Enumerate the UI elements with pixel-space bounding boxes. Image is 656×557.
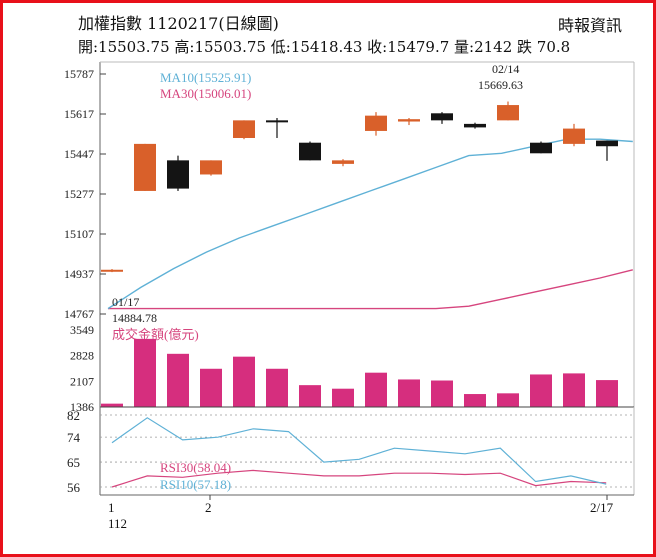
volume-bar	[266, 368, 288, 407]
data-source: 時報資訊	[557, 16, 622, 35]
ma10-legend: MA10(15525.91)	[160, 70, 251, 85]
x-tick-year: 112	[108, 516, 127, 531]
candle-body	[563, 128, 585, 144]
x-tick-1: 1	[108, 500, 115, 515]
candle-body	[596, 140, 618, 147]
rsi10-line	[111, 417, 607, 485]
candle-body	[398, 119, 420, 122]
volume-title: 成交金額(億元)	[112, 327, 199, 342]
high-annotation-value: 15669.63	[478, 78, 523, 92]
rsi-tick-labels: 82 74 65 56	[67, 408, 81, 495]
ohlc-summary: 開:15503.75 高:15503.75 低:15418.43 收:15479…	[78, 38, 571, 56]
x-tick-last: 2/17	[590, 500, 614, 515]
rsi10-legend: RSI10(57.18)	[160, 477, 231, 492]
volume-bar	[200, 368, 222, 407]
rsi-tick-label: 65	[67, 455, 80, 470]
price-tick-label: 14937	[64, 267, 94, 281]
candle-body	[167, 160, 189, 189]
volume-bar	[596, 380, 618, 407]
ma30-legend: MA30(15006.01)	[160, 86, 251, 101]
rsi30-line	[111, 469, 607, 488]
volume-bar	[134, 338, 156, 407]
rsi-tick-label: 82	[67, 408, 80, 423]
candle-body	[134, 143, 156, 191]
candle-body	[497, 105, 519, 121]
volume-bar	[233, 356, 255, 407]
price-tick-label: 15107	[64, 227, 94, 241]
candle-body	[299, 142, 321, 161]
volume-tick-label: 3549	[70, 323, 94, 337]
volume-tick-label: 2107	[70, 374, 94, 388]
volume-bar	[365, 372, 387, 407]
rsi30-legend: RSI30(58.04)	[160, 460, 231, 475]
volume-bar	[332, 388, 354, 407]
candle-body	[266, 120, 288, 123]
x-tick-2: 2	[205, 500, 212, 515]
candlesticks	[101, 101, 618, 273]
low-annotation-date: 01/17	[112, 295, 139, 309]
volume-bar	[299, 385, 321, 407]
candle-body	[233, 120, 255, 138]
ma30-line	[108, 269, 633, 310]
candle-body	[200, 160, 222, 175]
volume-bar	[530, 374, 552, 407]
price-tick-label: 14767	[64, 307, 94, 321]
candle-body	[530, 142, 552, 154]
candle-body	[464, 123, 486, 128]
volume-tick-label: 1386	[70, 400, 94, 414]
high-annotation-date: 02/14	[492, 62, 519, 76]
volume-bars	[101, 338, 618, 407]
price-tick-label: 15787	[64, 67, 94, 81]
candle-body	[431, 113, 453, 121]
volume-bar	[431, 380, 453, 407]
rsi-tick-label: 56	[67, 480, 81, 495]
x-axis-ticks	[209, 495, 608, 500]
volume-bar	[101, 403, 123, 407]
volume-bar	[167, 353, 189, 407]
candle-body	[101, 269, 123, 272]
price-tick-label: 15277	[64, 187, 94, 201]
volume-bar	[497, 393, 519, 407]
volume-tick-label: 2828	[70, 349, 94, 363]
price-tick-labels: 15787 15617 15447 15277 15107 14937 14767	[64, 67, 106, 321]
candle-body	[365, 115, 387, 131]
volume-bar	[563, 373, 585, 407]
volume-tick-labels: 3549 2828 2107 1386	[70, 323, 94, 414]
volume-bar	[398, 379, 420, 407]
rsi-tick-label: 74	[67, 430, 81, 445]
price-tick-label: 15617	[64, 107, 94, 121]
low-annotation-value: 14884.78	[112, 311, 157, 325]
candle-body	[332, 160, 354, 164]
price-tick-label: 15447	[64, 147, 94, 161]
rsi-grid	[99, 407, 635, 496]
volume-bar	[464, 394, 486, 407]
chart-title: 加權指數 1120217(日線圖)	[78, 14, 279, 33]
